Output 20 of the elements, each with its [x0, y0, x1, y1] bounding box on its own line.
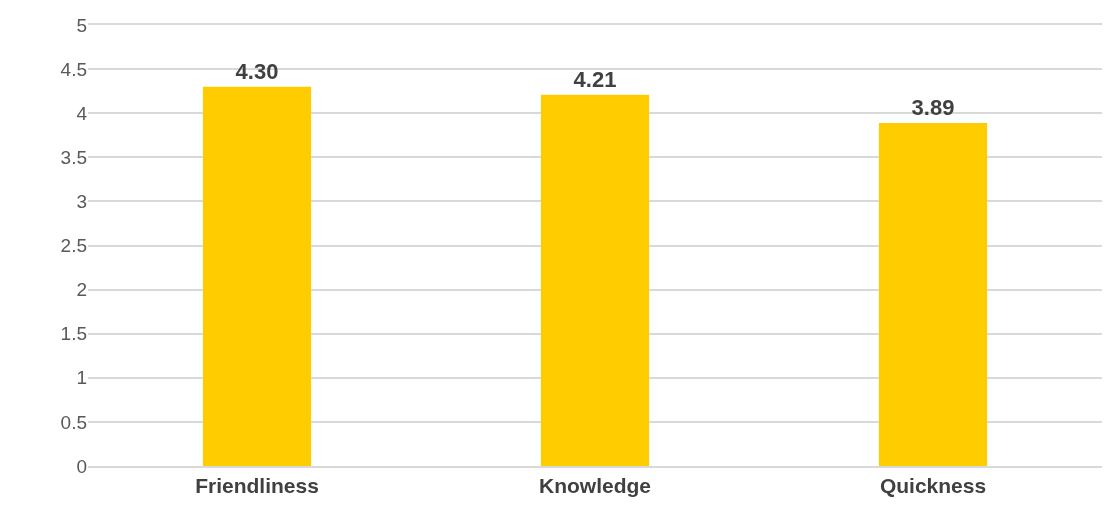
y-tick-label: 4.5 [60, 58, 87, 80]
x-tick-label: Knowledge [538, 473, 652, 497]
y-tick-label: 0.5 [60, 411, 87, 433]
bar [878, 122, 988, 466]
y-tick-label: 2.5 [60, 235, 87, 257]
y-tick-label: 3 [76, 191, 87, 213]
y-tick-label: 5 [76, 14, 87, 36]
data-label: 4.30 [235, 58, 279, 84]
x-tick-label: Quickness [879, 473, 987, 497]
y-tick-label: 1 [76, 367, 87, 389]
data-label: 3.89 [911, 94, 955, 120]
y-tick-label: 2 [76, 279, 87, 301]
bar [202, 86, 312, 466]
x-tick-label: Friendliness [195, 473, 319, 497]
y-tick-label: 4 [76, 102, 88, 124]
data-label: 4.21 [573, 66, 617, 92]
y-tick-label: 1.5 [60, 323, 87, 345]
y-tick-label: 3.5 [60, 146, 87, 168]
bar [540, 94, 650, 466]
y-tick-label: 0 [76, 455, 87, 477]
